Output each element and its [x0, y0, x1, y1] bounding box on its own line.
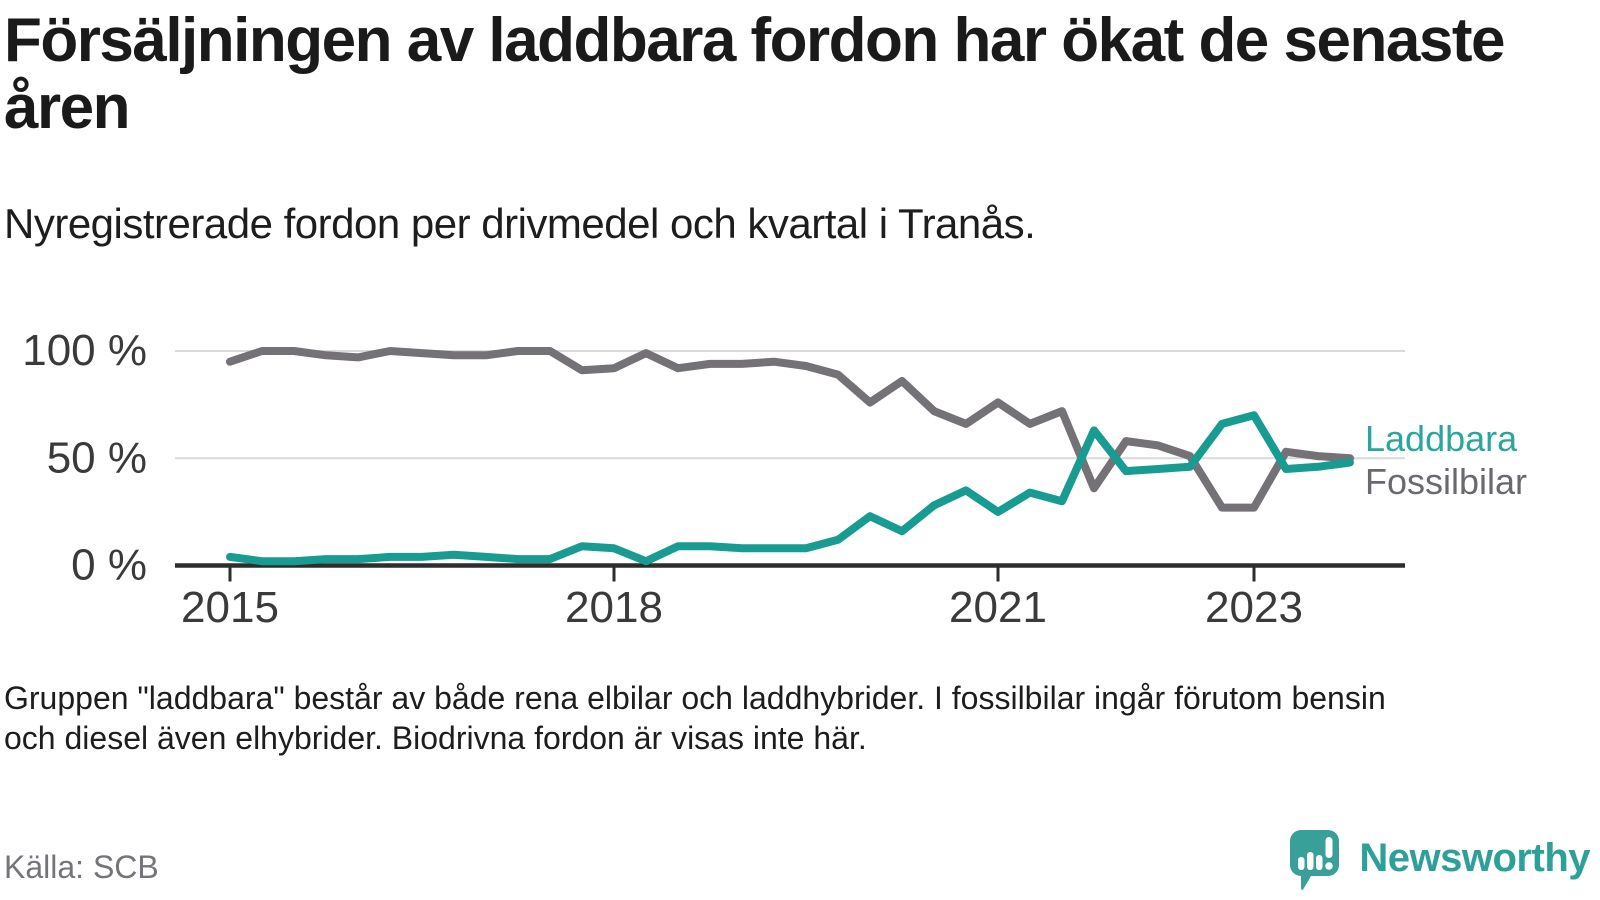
chart-svg: 0 % 50 % 100 % 2015 2018 2021 2023 LaddbaraFoss… — [22, 326, 1527, 632]
chart-area: 0 % 50 % 100 % 2015 2018 2021 2023 Laddbara Foss… — [0, 320, 1600, 660]
x-axis-tick-label: 2023 — [1205, 583, 1303, 632]
y-axis-tick-label: 100 % — [22, 326, 147, 375]
footnote-line-2: och diesel även elhybrider. Biodrivna fo… — [4, 720, 867, 756]
x-axis-tick-label: 2015 — [181, 583, 279, 632]
y-axis-tick-label: 0 % — [71, 541, 147, 590]
footnote: Gruppen "laddbara" består av både rena e… — [4, 678, 1564, 758]
source-note: Källa: SCB — [4, 849, 159, 885]
footnote-line-1: Gruppen "laddbara" består av både rena e… — [4, 680, 1386, 716]
x-axis-tick-label: 2021 — [949, 583, 1047, 632]
page-subtitle: Nyregistrerade fordon per drivmedel och … — [4, 200, 1036, 247]
y-axis-tick-label: 50 % — [47, 433, 147, 482]
newsworthy-wordmark: Newsworthy — [1359, 836, 1590, 880]
legend-label-fossilbilar: Fossilbilar — [1365, 461, 1527, 502]
fossilbilar-line — [226, 347, 1354, 512]
newsworthy-logo: Newsworthy — [1290, 830, 1590, 892]
x-axis-tick-label: 2018 — [565, 583, 663, 632]
legend-label-laddbara: Laddbara — [1365, 418, 1518, 459]
laddbara-line — [226, 411, 1354, 566]
newsworthy-speech-bubble-bars-icon — [1290, 830, 1340, 891]
page-title: Försäljningen av laddbara fordon har öka… — [4, 6, 1505, 142]
